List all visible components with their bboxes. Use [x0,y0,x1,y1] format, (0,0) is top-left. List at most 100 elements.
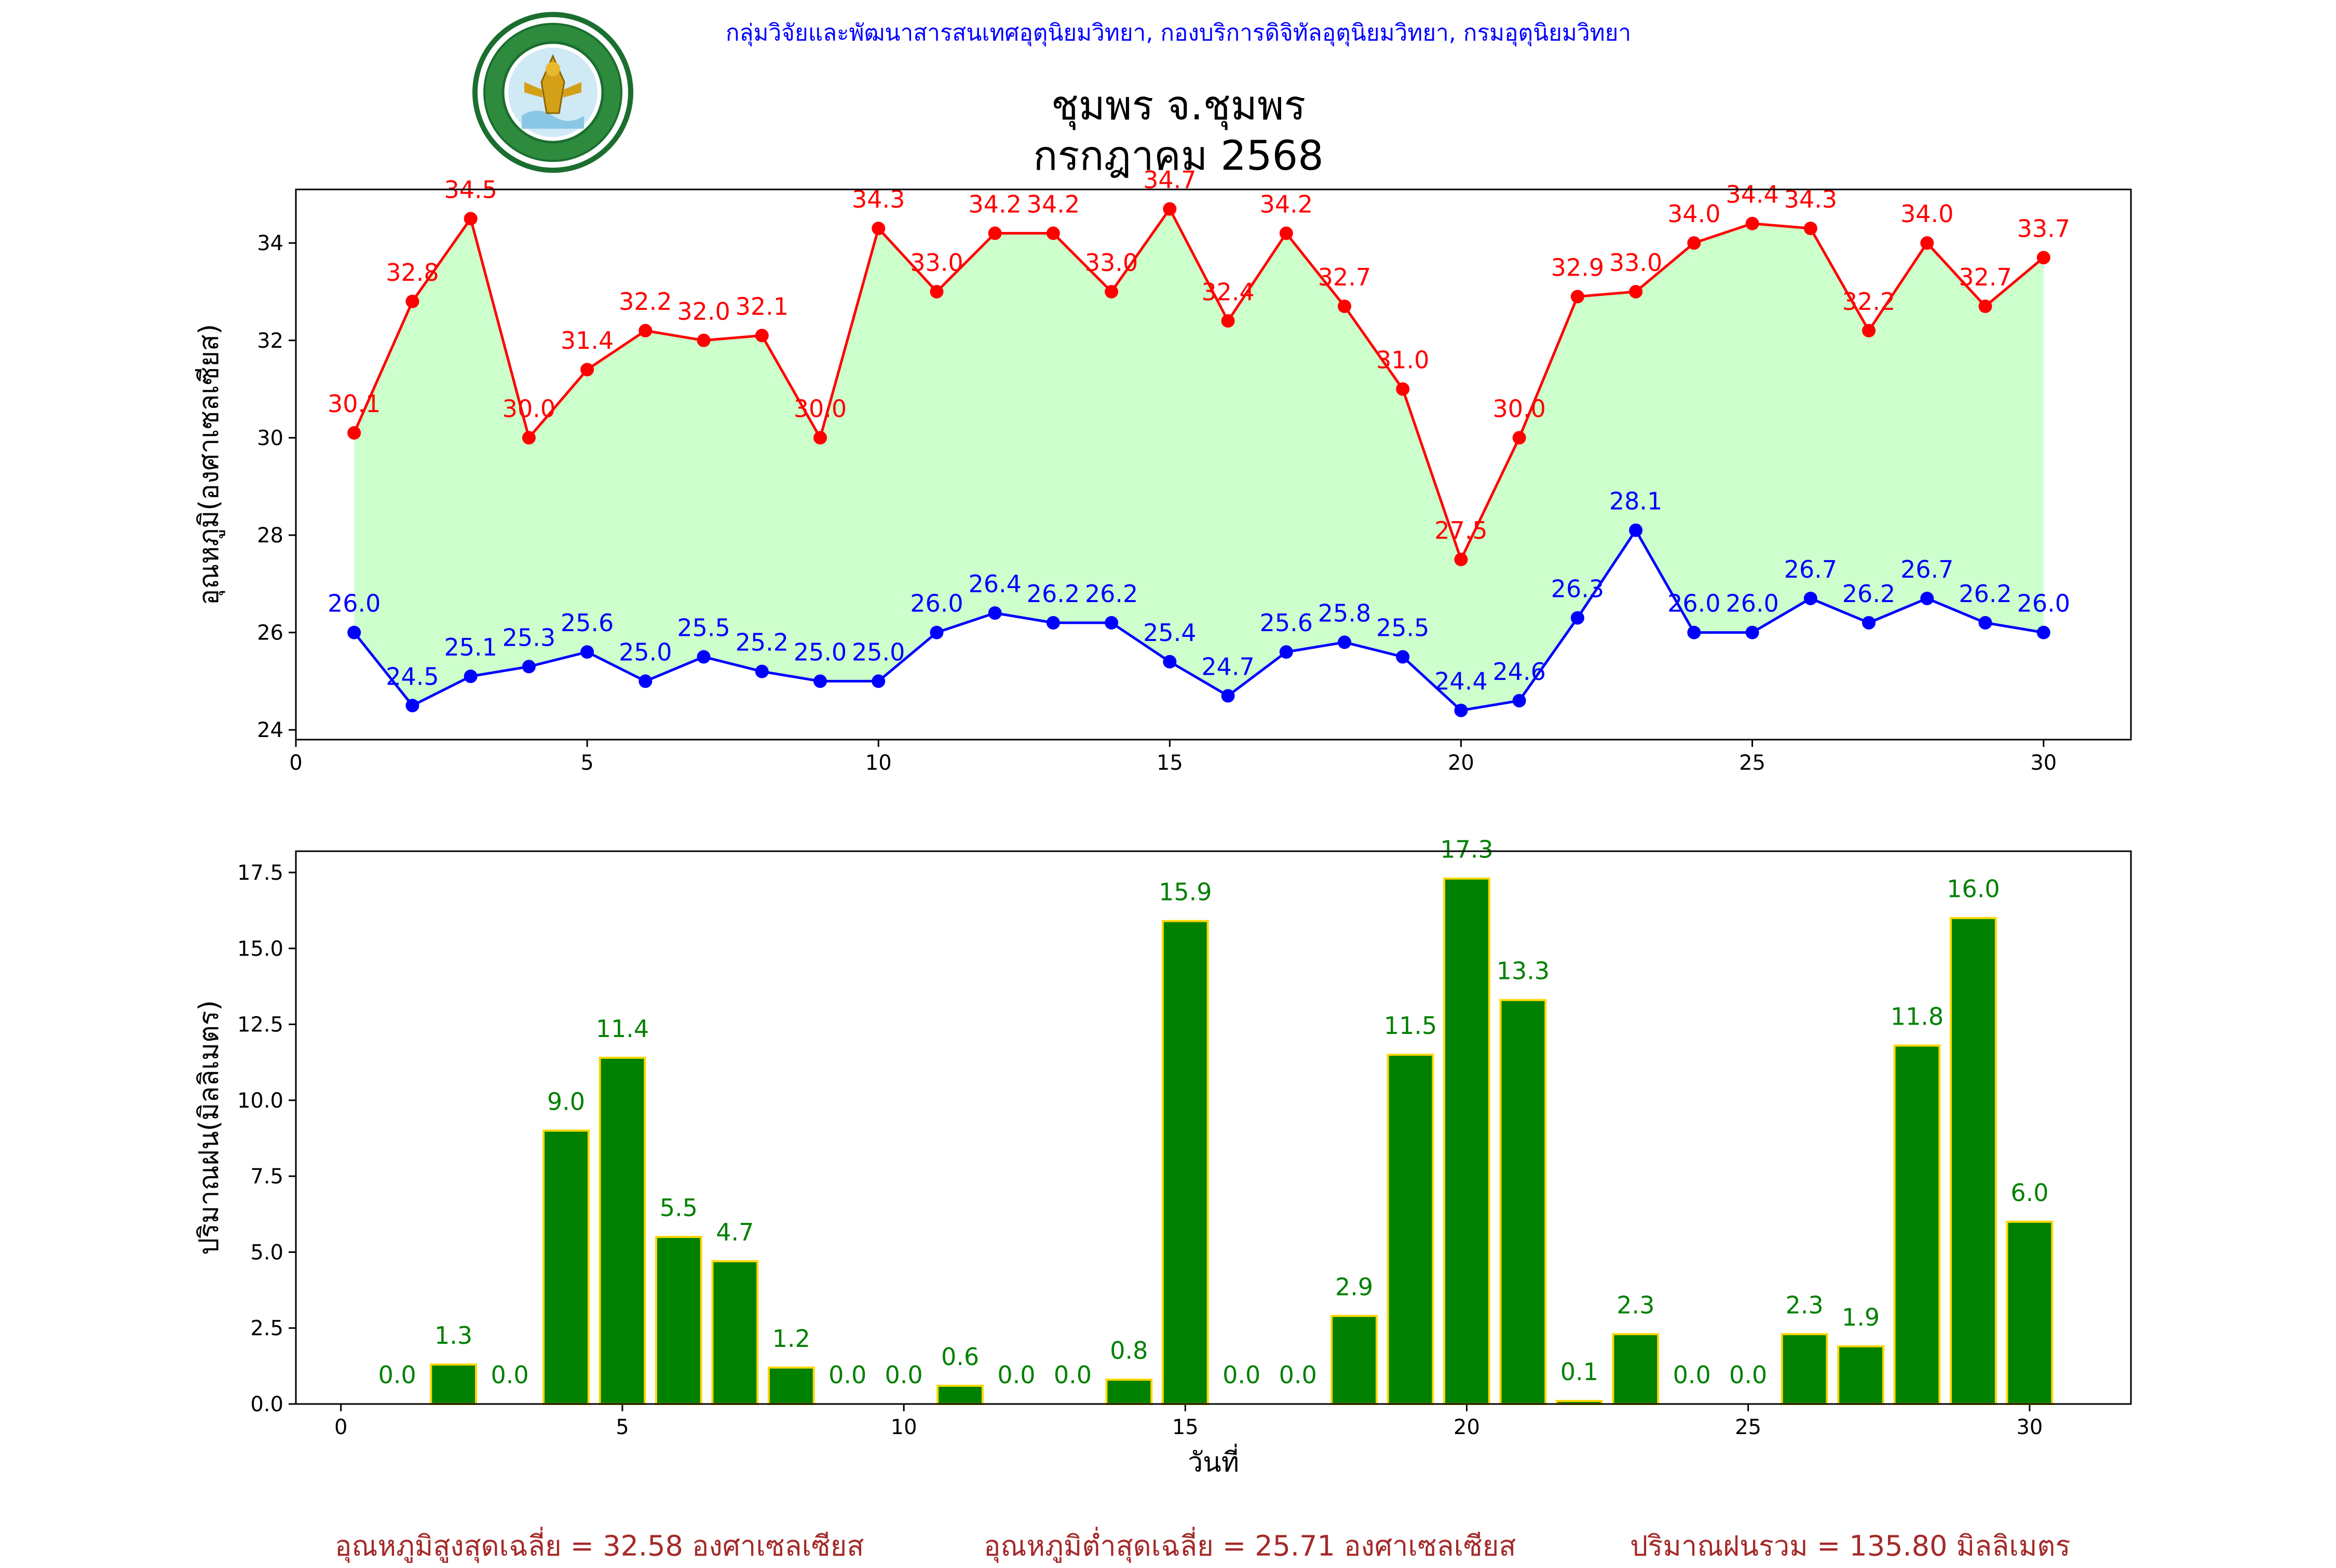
min-temp-label: 25.4 [1143,619,1196,647]
max-temp-label: 33.0 [910,249,963,277]
rain-bar [430,1363,477,1405]
rain-bar [936,1384,984,1406]
rain-bar [599,1056,646,1405]
max-temp-label: 32.7 [1318,263,1371,291]
max-temp-label: 31.4 [561,326,614,354]
y-tick-label: 12.5 [237,1013,283,1037]
rain-label: 0.0 [491,1361,528,1389]
max-temp-point [813,431,827,445]
rain-label: 11.5 [1384,1012,1437,1040]
min-temp-label: 28.1 [1609,487,1662,515]
min-temp-label: 25.6 [561,609,614,637]
min-temp-label: 24.4 [1434,667,1487,696]
min-temp-label: 25.5 [677,614,730,642]
min-temp-point [930,625,944,639]
min-temp-line [353,527,2044,712]
rain-label: 0.0 [1054,1361,1092,1389]
max-temp-label: 32.1 [736,292,789,320]
max-temp-label: 34.0 [1667,200,1720,228]
rain-bar [1330,1315,1378,1406]
max-temp-point [1978,299,1992,313]
min-temp-label: 26.0 [910,590,963,618]
max-temp-point [347,426,361,440]
min-temp-label: 25.8 [1318,599,1371,627]
min-temp-point [872,674,886,688]
y-tick-label: 30 [257,426,283,450]
y-tick-label: 32 [257,329,283,353]
x-tick-label: 30 [2016,1415,2043,1439]
rain-label: 4.7 [716,1218,754,1246]
min-temp-point [1163,655,1177,669]
max-temp-point [930,284,944,298]
max-temp-point [1279,226,1293,240]
max-temp-point [580,363,594,377]
max-temp-label: 32.7 [1959,263,2012,291]
rainfall-chart: 0 5 10 15 20 25 30 0.0 2.5 5.0 7.5 10.0 12.5 15.0 17.5… [194,836,2132,1478]
max-temp-label: 30.0 [1492,394,1545,422]
rain-label: 0.1 [1560,1358,1598,1386]
min-temp-point [1105,616,1119,630]
rain-label: 6.0 [2011,1179,2048,1207]
max-temp-label: 31.0 [1376,346,1429,374]
max-temp-line [352,206,2045,563]
max-temp-point [2036,251,2050,265]
x-tick-label: 0 [289,751,302,775]
rain-bar [767,1366,815,1406]
min-temp-label: 24.6 [1492,658,1545,686]
min-temp-label: 26.3 [1551,575,1604,603]
max-temp-label: 32.4 [1201,278,1254,306]
x-tick-label: 25 [1739,751,1765,775]
x-tick-label: 15 [1172,1415,1199,1439]
y-axis-label: อุณหภูมิ(องศาเซลเซียส) [194,324,225,605]
min-temp-label: 26.2 [1085,580,1138,608]
department-logo [472,12,633,173]
min-temp-point [1920,591,1934,605]
x-tick-label: 20 [1448,751,1474,775]
min-temp-point [522,660,536,674]
max-temp-point [405,294,419,308]
max-temp-point [872,222,886,236]
rain-label: 0.0 [1279,1361,1317,1389]
y-tick-label: 34 [257,231,283,255]
x-tick-label: 15 [1157,751,1183,775]
rain-label: 9.0 [547,1087,585,1115]
min-temp-label: 25.5 [1376,614,1429,642]
rain-bar [1499,999,1547,1405]
rain-bar [1161,920,1209,1405]
rain-label: 0.0 [1223,1361,1260,1389]
rain-label: 13.3 [1497,957,1550,985]
max-temp-point [464,212,478,226]
rain-bar [1837,1345,1884,1405]
rain-label: 2.9 [1335,1273,1373,1301]
min-temp-point [1512,693,1526,707]
min-temp-point [639,674,653,688]
y-tick-label: 0.0 [250,1393,283,1416]
rain-bar [1612,1333,1660,1406]
max-temp-point [1570,290,1584,304]
chart-title-station: ชุมพร จ.ชุมพร [1051,83,1306,130]
rain-bar [1893,1044,1941,1405]
max-temp-point [1163,202,1177,216]
rain-label: 0.0 [378,1361,416,1389]
max-temp-label: 32.0 [677,297,730,325]
rain-bar [1387,1054,1434,1405]
rain-label: 2.3 [1785,1291,1823,1319]
max-temp-point [639,324,653,338]
max-temp-point [1745,216,1759,230]
max-temp-point [1454,552,1468,566]
max-temp-point [988,226,1002,240]
max-temp-point [1105,284,1119,298]
rain-label: 11.8 [1891,1003,1944,1031]
max-temp-point [1920,236,1934,250]
max-temp-point [1338,299,1351,313]
min-temp-label: 26.2 [1959,580,2012,608]
min-temp-point [1046,616,1060,630]
min-temp-point [580,645,594,659]
max-temp-point [755,329,769,343]
min-temp-label: 26.0 [2017,590,2070,618]
y-tick-label: 24 [257,718,283,742]
min-temp-label: 26.7 [1784,555,1837,583]
min-temp-label: 25.0 [619,638,672,666]
y-axis-label: ปริมาณฝน(มิลลิเมตร) [194,1000,225,1255]
